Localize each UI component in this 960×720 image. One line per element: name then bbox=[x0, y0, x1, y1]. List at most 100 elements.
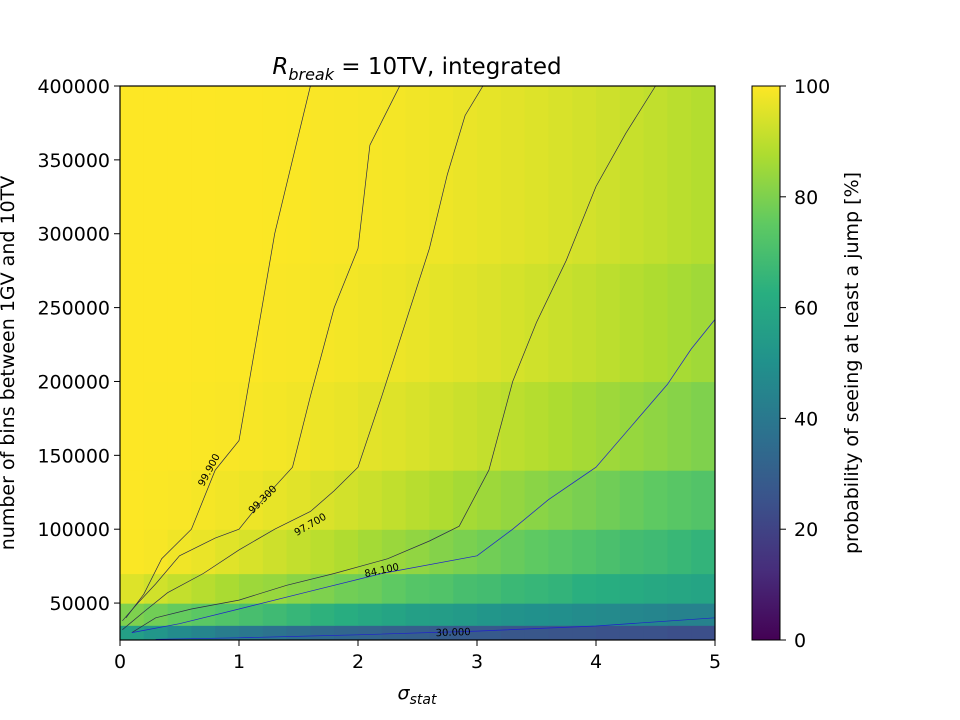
heatmap-cell bbox=[334, 470, 359, 530]
heatmap-cell bbox=[191, 529, 216, 575]
x-tick-label: 3 bbox=[471, 651, 483, 673]
heatmap-cell bbox=[667, 381, 692, 471]
heatmap-cell bbox=[191, 603, 216, 626]
heatmap-cell bbox=[334, 263, 359, 383]
heatmap-cell bbox=[596, 470, 621, 530]
heatmap-cell bbox=[215, 263, 240, 383]
colorbar-tick-label: 80 bbox=[794, 187, 818, 209]
heatmap-cell bbox=[572, 625, 597, 640]
heatmap-cell bbox=[310, 573, 335, 604]
heatmap-cell bbox=[619, 86, 645, 264]
heatmap-cell bbox=[286, 625, 311, 640]
x-tick-label: 0 bbox=[114, 651, 126, 673]
heatmap-cell bbox=[667, 86, 692, 264]
heatmap-cell bbox=[120, 263, 145, 383]
heatmap-cell bbox=[524, 573, 549, 604]
heatmap-cell bbox=[477, 470, 502, 530]
heatmap-cell bbox=[167, 86, 192, 264]
heatmap-cell bbox=[572, 86, 597, 264]
heatmap-cell bbox=[381, 603, 407, 626]
heatmap-cell bbox=[262, 603, 288, 626]
heatmap-cell bbox=[143, 573, 169, 604]
heatmap-cell bbox=[691, 529, 715, 575]
heatmap-cell bbox=[596, 603, 621, 626]
heatmap-cell bbox=[381, 529, 407, 575]
contour-line bbox=[155, 617, 715, 640]
heatmap-cell bbox=[262, 625, 288, 640]
y-tick-label: 100000 bbox=[37, 519, 110, 541]
heatmap-cell bbox=[358, 263, 383, 383]
heatmap-cell bbox=[453, 529, 478, 575]
heatmap-cell bbox=[381, 381, 407, 471]
heatmap-cell bbox=[524, 86, 549, 264]
heatmap-cell bbox=[667, 625, 692, 640]
heatmap-cell bbox=[643, 603, 668, 626]
colorbar-tick-label: 20 bbox=[794, 519, 818, 541]
heatmap-cell bbox=[334, 625, 359, 640]
heatmap-cell bbox=[596, 573, 621, 604]
heatmap-cell bbox=[262, 263, 288, 383]
heatmap-cell bbox=[572, 603, 597, 626]
heatmap-cell bbox=[477, 263, 502, 383]
colorbar-tick-label: 40 bbox=[794, 408, 818, 430]
heatmap-cell bbox=[524, 470, 549, 530]
heatmap-cell bbox=[667, 470, 692, 530]
heatmap-cell bbox=[167, 263, 192, 383]
heatmap-cell bbox=[215, 603, 240, 626]
heatmap-cell bbox=[310, 381, 335, 471]
colorbar-tick-label: 100 bbox=[794, 76, 830, 98]
heatmap-cell bbox=[358, 529, 383, 575]
heatmap-cell bbox=[310, 86, 335, 264]
heatmap-cell bbox=[500, 573, 526, 604]
heatmap-cell bbox=[453, 573, 478, 604]
heatmap-cell bbox=[453, 263, 478, 383]
heatmap-cell bbox=[691, 603, 715, 626]
heatmap-cell bbox=[310, 529, 335, 575]
heatmap-cell bbox=[191, 86, 216, 264]
y-tick-label: 50000 bbox=[50, 593, 110, 615]
heatmap-cell bbox=[120, 86, 145, 264]
heatmap-cell bbox=[596, 86, 621, 264]
heatmap-cell bbox=[619, 603, 645, 626]
heatmap-cell bbox=[215, 86, 240, 264]
heatmap-cell bbox=[643, 529, 668, 575]
heatmap-cell bbox=[477, 603, 502, 626]
heatmap-cell bbox=[405, 381, 430, 471]
heatmap-cell bbox=[215, 573, 240, 604]
x-tick-label: 5 bbox=[709, 651, 721, 673]
heatmap-cell bbox=[548, 529, 573, 575]
heatmap-cell bbox=[500, 263, 526, 383]
heatmap-cell bbox=[239, 381, 264, 471]
heatmap-cell bbox=[477, 573, 502, 604]
colorbar-axis: 0 20 40 60 80 100 bbox=[780, 76, 830, 652]
heatmap-cell bbox=[286, 603, 311, 626]
heatmap-cell bbox=[286, 470, 311, 530]
heatmap-cell bbox=[215, 470, 240, 530]
heatmap-cell bbox=[643, 573, 668, 604]
heatmap-cell bbox=[120, 381, 145, 471]
heatmap-cell bbox=[500, 529, 526, 575]
heatmap-cell bbox=[120, 573, 145, 604]
heatmap-cell bbox=[167, 603, 192, 626]
heatmap-cell bbox=[120, 470, 145, 530]
y-tick-label: 200000 bbox=[37, 371, 110, 393]
heatmap-cell bbox=[477, 381, 502, 471]
contour-lines bbox=[122, 86, 715, 640]
heatmap-cell bbox=[572, 263, 597, 383]
heatmap-cell bbox=[691, 381, 715, 471]
heatmap-cell bbox=[120, 603, 145, 626]
heatmap-cell bbox=[120, 625, 145, 640]
heatmap-cell bbox=[619, 529, 645, 575]
chart-title: Rbreak = 10TV, integrated bbox=[272, 54, 561, 84]
heatmap-cell bbox=[215, 381, 240, 471]
heatmap-cell bbox=[453, 603, 478, 626]
heatmap-cell bbox=[405, 573, 430, 604]
contour-label: 30.000 bbox=[436, 627, 471, 639]
heatmap-cell bbox=[381, 263, 407, 383]
heatmap-cell bbox=[477, 625, 502, 640]
heatmap-cell bbox=[143, 86, 169, 264]
heatmap-cell bbox=[310, 625, 335, 640]
heatmap-cell bbox=[310, 603, 335, 626]
x-tick-label: 4 bbox=[590, 651, 602, 673]
heatmap-cell bbox=[667, 573, 692, 604]
